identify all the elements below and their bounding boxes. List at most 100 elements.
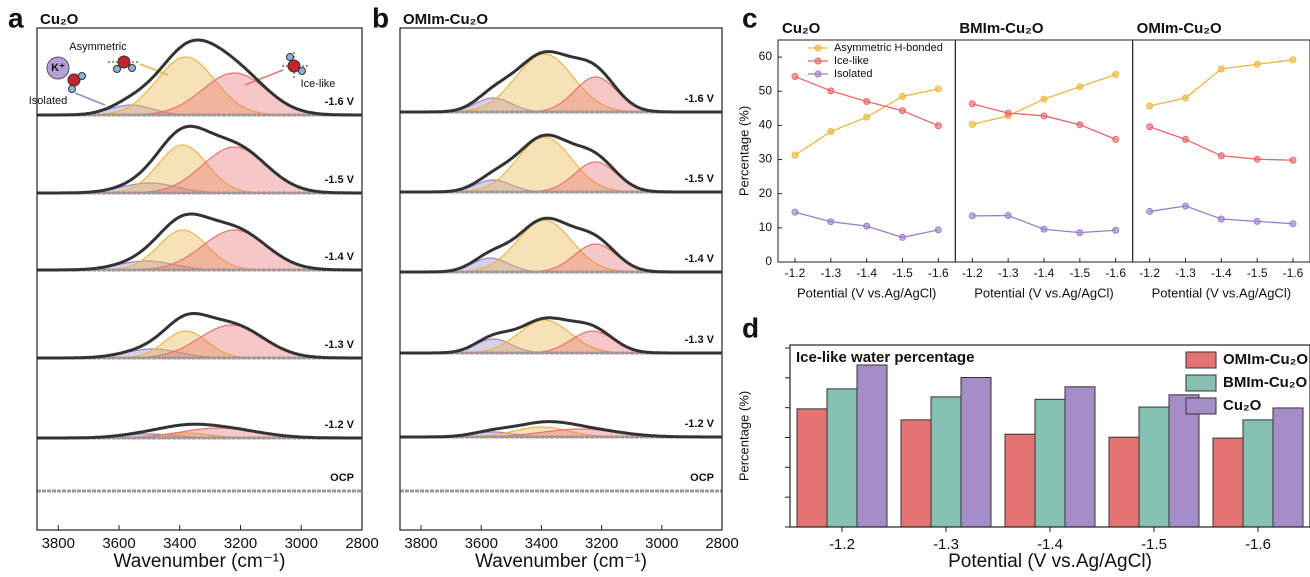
potential-label: -1.6 V	[685, 93, 715, 105]
potential-label: -1.3 V	[325, 339, 355, 351]
point	[934, 122, 942, 130]
bar	[1064, 386, 1096, 528]
panel-letter: c	[742, 2, 758, 33]
point	[827, 87, 835, 95]
panel-title: Cu₂O	[40, 11, 79, 28]
legend-label: OMIm-Cu₂O	[1223, 351, 1308, 368]
point	[1289, 56, 1297, 64]
panel-letter: d	[742, 312, 759, 343]
point	[934, 226, 942, 234]
x-tick-label: 3600	[102, 535, 135, 552]
annotation: Asymmetric	[69, 41, 127, 53]
x-tick-label: 3000	[645, 535, 678, 552]
x-tick-label: -1.3	[933, 536, 959, 553]
point	[1217, 152, 1225, 160]
plot-frame	[399, 27, 723, 531]
bar	[1138, 406, 1170, 528]
potential-label: -1.2 V	[325, 419, 355, 431]
y-tick-label: 0	[765, 254, 772, 268]
point	[1182, 94, 1189, 102]
legend-marker	[814, 57, 822, 65]
x-axis-label: Potential (V vs.Ag/AgCl)	[1152, 285, 1291, 300]
x-tick-label: -1.4	[1211, 266, 1232, 280]
bar	[900, 419, 932, 528]
legend-swatch	[1185, 397, 1217, 415]
point	[899, 107, 906, 115]
point	[1146, 102, 1154, 110]
y-tick-label: 30	[759, 152, 773, 166]
point	[1253, 217, 1261, 225]
x-axis-label: Wavenumber (cm⁻¹)	[475, 551, 647, 572]
annotation: K⁺	[51, 62, 65, 74]
x-tick-label: -1.5	[1247, 266, 1268, 280]
subplot-title: BMIm-Cu₂O	[959, 20, 1043, 37]
chart-title: Ice-like water percentage	[796, 349, 974, 366]
potential-label: OCP	[690, 472, 714, 484]
x-tick-label: -1.6	[1245, 536, 1271, 553]
x-tick-label: 2800	[345, 535, 378, 552]
point	[1182, 202, 1189, 210]
point	[863, 113, 871, 121]
bar	[1108, 436, 1140, 528]
bar	[796, 408, 828, 528]
point	[899, 233, 906, 241]
legend-swatch	[1185, 351, 1217, 369]
peak-component	[37, 324, 362, 359]
point	[968, 120, 976, 128]
x-tick-label: -1.6	[928, 266, 949, 280]
fit-curve	[400, 216, 722, 274]
potential-label: OCP	[330, 472, 354, 484]
point	[827, 128, 835, 136]
y-tick-label: 10	[759, 220, 773, 234]
x-tick-label: -1.3	[820, 266, 841, 280]
point	[827, 218, 835, 226]
legend-marker	[814, 70, 822, 78]
fit-curve	[37, 212, 362, 272]
point	[1040, 95, 1048, 103]
bar	[856, 364, 888, 528]
legend-swatch	[1185, 374, 1217, 392]
panel-title: OMIm-Cu₂O	[403, 11, 488, 28]
bar	[1034, 398, 1066, 528]
x-tick-label: -1.5	[1069, 266, 1090, 280]
point	[1076, 121, 1084, 129]
annotation: Isolated	[29, 95, 68, 107]
point	[863, 222, 871, 230]
potential-label: -1.6 V	[325, 96, 355, 108]
point	[1004, 109, 1012, 117]
point	[1112, 226, 1120, 234]
point	[1146, 207, 1154, 215]
y-tick-label: 20	[759, 186, 773, 200]
legend-label: Asymmetric H-bonded	[834, 42, 943, 54]
y-tick-label: 60	[759, 49, 773, 63]
x-axis-label: Potential (V vs.Ag/AgCl)	[948, 551, 1152, 572]
bar	[960, 377, 992, 528]
x-tick-label: 3400	[163, 535, 196, 552]
x-tick-label: -1.4	[1037, 536, 1063, 553]
x-axis-label: Potential (V vs.Ag/AgCl)	[974, 285, 1113, 300]
legend-marker	[814, 44, 822, 52]
x-axis-label: Wavenumber (cm⁻¹)	[114, 551, 286, 572]
fit-curve	[37, 124, 362, 195]
fit-curve	[400, 133, 722, 194]
subplot-title: Cu₂O	[782, 20, 821, 37]
annotation: Ice-like	[301, 78, 336, 90]
point	[1217, 215, 1225, 223]
fit-curve	[400, 316, 722, 355]
point	[934, 85, 942, 93]
bar	[1242, 419, 1274, 528]
point	[1040, 225, 1048, 233]
point	[1112, 135, 1120, 143]
potential-label: -1.2 V	[685, 418, 715, 430]
point	[1253, 60, 1261, 68]
x-tick-label: -1.4	[1034, 266, 1055, 280]
legend-label: Ice-like	[834, 55, 869, 67]
peak-component	[37, 229, 362, 271]
point	[1076, 229, 1084, 237]
point	[1004, 212, 1012, 220]
x-tick-label: -1.2	[785, 266, 806, 280]
point	[1217, 65, 1225, 73]
x-tick-label: 3200	[585, 535, 618, 552]
x-axis-label: Potential (V vs.Ag/AgCl)	[797, 285, 936, 300]
